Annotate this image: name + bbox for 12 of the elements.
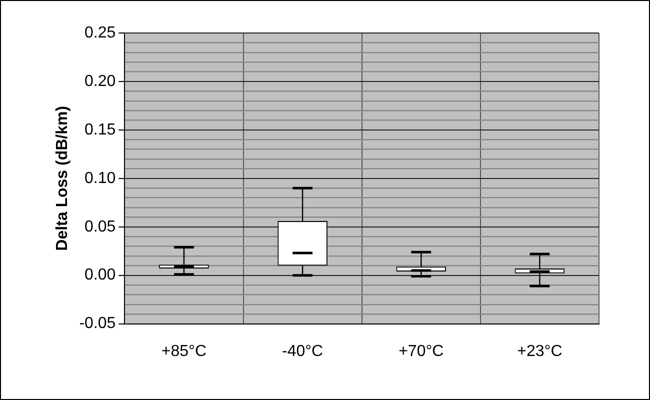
x-tick-label: +70°C (398, 342, 444, 360)
x-tick-label: -40°C (282, 342, 324, 360)
y-tick-label: 0.10 (84, 170, 116, 187)
y-tick-label: 0.00 (84, 266, 116, 284)
y-tick-label: 0.20 (84, 72, 116, 90)
x-tick-label: +85°C (161, 342, 207, 360)
x-tick-label: +23°C (517, 342, 562, 360)
y-tick-label: 0.05 (84, 218, 116, 236)
y-axis-title: Delta Loss (dB/km) (54, 106, 72, 251)
y-tick-label: 0.25 (84, 24, 116, 42)
y-tick-label: 0.15 (84, 121, 116, 138)
y-tick-label: -0.05 (79, 315, 116, 332)
